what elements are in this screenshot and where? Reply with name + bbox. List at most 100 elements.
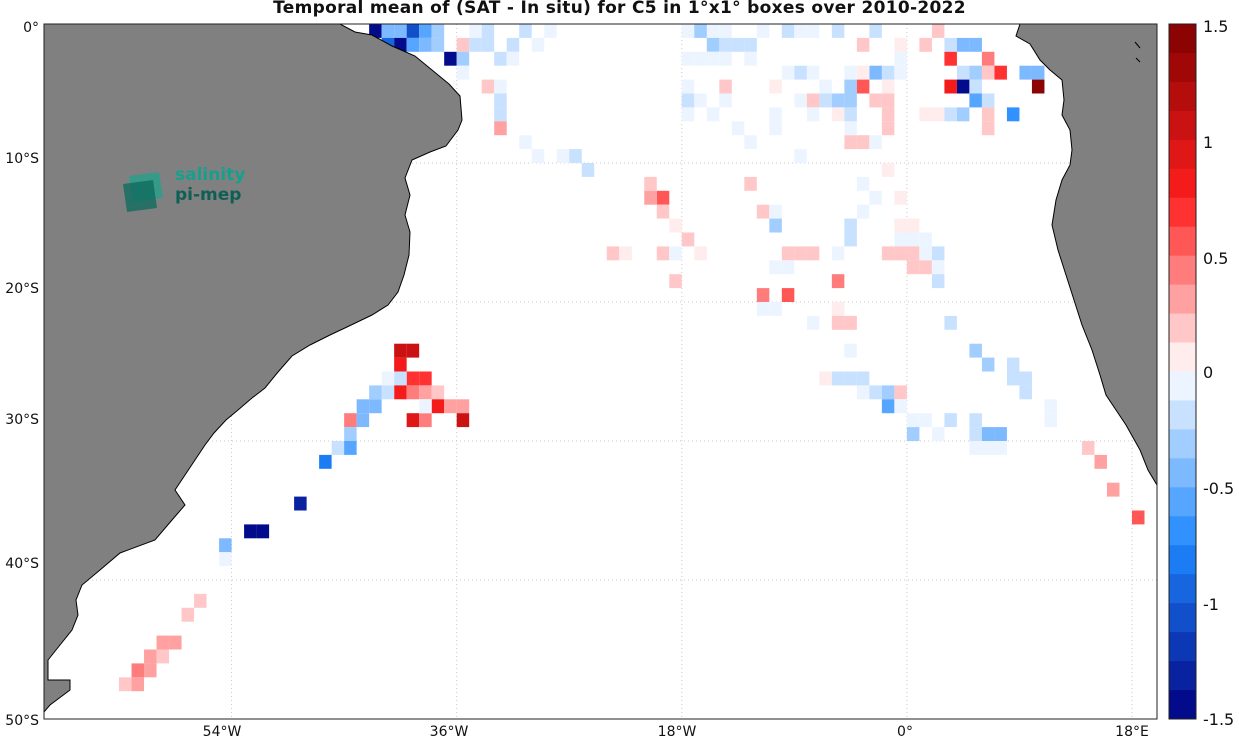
heatmap-cell (831, 246, 845, 261)
heatmap-cell (756, 288, 770, 302)
heatmap-cell (994, 65, 1007, 80)
colorbar-segment (1169, 313, 1196, 344)
colorbar-segment (1169, 284, 1196, 315)
colorbar-segment (1169, 661, 1196, 691)
heatmap-cell (681, 107, 695, 122)
heatmap-cell (419, 24, 432, 38)
heatmap-cell (894, 246, 907, 261)
heatmap-cell (506, 37, 520, 52)
map-frame (43, 23, 1158, 720)
lon-tick-54w: 54°W (203, 724, 242, 740)
heatmap-cell (869, 135, 882, 150)
heatmap-cell (219, 552, 232, 567)
heatmap-cell (894, 37, 907, 52)
heatmap-cell (644, 190, 657, 205)
logo-mark-icon (123, 172, 163, 212)
heatmap-cell (769, 302, 782, 316)
heatmap-cell (769, 121, 782, 136)
colorbar-segment (1169, 400, 1196, 430)
heatmap-cell (844, 79, 857, 94)
heatmap-cell (981, 65, 995, 80)
heatmap-cell (856, 176, 870, 191)
colorbar-segment (1169, 603, 1196, 633)
heatmap-cell (456, 65, 470, 80)
heatmap-cell (844, 232, 857, 247)
heatmap-cell (869, 190, 882, 205)
colorbar-ticks: 1.5 1 0.5 0 -0.5 -1 -1.5 (1203, 17, 1234, 729)
heatmap-cell (769, 107, 782, 122)
heatmap-cell (844, 107, 857, 122)
heatmap-cell (419, 371, 432, 386)
lat-tick-40s: 40°S (5, 556, 39, 572)
heatmap-cell (606, 246, 620, 261)
heatmap-cell (956, 65, 970, 80)
heatmap-cell (1006, 357, 1020, 372)
heatmap-cell (931, 427, 945, 441)
heatmap-cell (981, 357, 995, 372)
heatmap-cell (144, 663, 157, 678)
heatmap-cell (1006, 107, 1020, 122)
heatmap-cell (756, 302, 770, 316)
cb-tick-1: 1 (1203, 133, 1213, 152)
heatmap-cell (781, 246, 795, 261)
heatmap-cell (831, 302, 845, 316)
heatmap-cell (919, 260, 932, 275)
heatmap-cell (1106, 482, 1120, 497)
heatmap-cell (406, 413, 420, 428)
heatmap-cell (819, 93, 832, 108)
colorbar-segment (1169, 52, 1196, 83)
heatmap-cell (931, 274, 945, 289)
heatmap-cell (419, 413, 432, 428)
heatmap-cell (906, 232, 920, 247)
lon-tick-36w: 36°W (430, 724, 469, 740)
lat-tick-20s: 20°S (5, 281, 39, 297)
cb-tick-neg-1-5: -1.5 (1203, 710, 1234, 729)
heatmap-cell (694, 246, 707, 261)
heatmap-cell (456, 399, 470, 414)
heatmap-cell (744, 37, 757, 52)
heatmap-cell (656, 204, 670, 219)
heatmap-cell (131, 663, 145, 678)
heatmap-cell (881, 79, 895, 94)
heatmap-cell (931, 107, 945, 122)
heatmap-cell (956, 107, 970, 122)
heatmap-cell (1019, 385, 1032, 400)
heatmap-cell (1131, 510, 1145, 525)
heatmap-cell (169, 635, 182, 650)
heatmap-cell (494, 93, 507, 108)
heatmap-cell (869, 24, 882, 38)
heatmap-cell (681, 51, 695, 66)
heatmap-cell (706, 51, 720, 66)
heatmap-cell (919, 413, 932, 428)
heatmap-cell (894, 51, 907, 66)
heatmap-cell (794, 93, 807, 108)
heatmap-cell (956, 37, 970, 52)
heatmap-cell (869, 385, 882, 400)
heatmap-cell (1031, 65, 1045, 80)
heatmap-cell (344, 441, 357, 455)
heatmap-cell (719, 24, 732, 38)
heatmap-cell (856, 204, 870, 219)
heatmap-cell (656, 190, 670, 205)
heatmap-cell (694, 93, 707, 108)
heatmap-cell (894, 65, 907, 80)
heatmap-cell (894, 218, 907, 233)
heatmap-cells (119, 24, 1145, 692)
heatmap-cell (419, 37, 432, 52)
heatmap-cell (119, 677, 132, 692)
heatmap-cell (819, 79, 832, 94)
heatmap-cell (619, 246, 632, 261)
heatmap-cell (344, 413, 357, 428)
heatmap-cell (806, 107, 820, 122)
heatmap-cell (156, 649, 170, 664)
colorbar-segment (1169, 545, 1196, 575)
colorbar-segment (1169, 632, 1196, 662)
heatmap-cell (769, 79, 782, 94)
heatmap-cell (881, 65, 895, 80)
heatmap-cell (744, 135, 757, 150)
heatmap-cell (969, 343, 982, 358)
heatmap-cell (419, 399, 432, 414)
heatmap-cell (406, 37, 420, 52)
heatmap-cell (719, 79, 732, 94)
heatmap-cell (1019, 65, 1032, 80)
